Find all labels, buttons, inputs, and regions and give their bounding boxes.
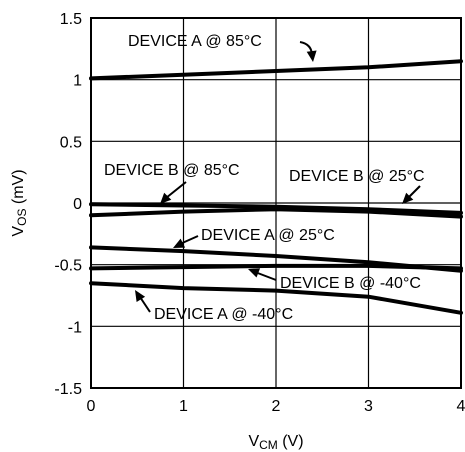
annotations: DEVICE A @ 85°C DEVICE B @ 85°C DEVICE B @… xyxy=(104,33,425,323)
x-axis-main: V xyxy=(248,433,259,450)
annotation-arrow-head xyxy=(135,290,146,302)
annotation-label-6: DEVICE A @ -40°C xyxy=(154,306,293,323)
y-tick-label: 1 xyxy=(73,73,82,90)
annotation-arrow-line xyxy=(254,271,277,281)
annotation-arrows xyxy=(135,41,421,313)
series-line-6 xyxy=(89,281,463,315)
grid-lines xyxy=(91,18,461,388)
annotation-arrow-line xyxy=(165,181,187,199)
x-tick-label: 3 xyxy=(364,398,373,415)
y-tick-label: 1.5 xyxy=(60,11,82,28)
x-axis-unit: (V) xyxy=(278,433,304,450)
annotation-arrow-head xyxy=(248,268,261,278)
series-line-5 xyxy=(89,263,463,271)
annotation-label-3: DEVICE B @ 25°C xyxy=(289,168,425,185)
y-tick-label: 0 xyxy=(73,196,82,213)
y-axis-main: V xyxy=(10,226,27,237)
annotation-arrow-head xyxy=(160,192,172,204)
annotation-arrow-line xyxy=(179,235,199,245)
annotation-arrow-line xyxy=(139,296,151,313)
y-axis-unit: (mV) xyxy=(10,169,27,208)
x-axis-subscript: CM xyxy=(259,438,278,452)
x-tick-label: 2 xyxy=(272,398,281,415)
annotation-label-4: DEVICE A @ 25°C xyxy=(201,227,335,244)
annotation-label-5: DEVICE B @ -40°C xyxy=(280,275,421,292)
y-tick-label: -1 xyxy=(68,319,82,336)
series-line-3 xyxy=(89,207,463,219)
series-line-2 xyxy=(89,202,463,215)
annotation-arrow-head xyxy=(306,50,317,62)
annotation-label-1: DEVICE A @ 85°C xyxy=(128,33,262,50)
x-axis-title: VCM (V) xyxy=(248,433,303,452)
x-tick-label: 1 xyxy=(179,398,188,415)
y-tick-label: -1.5 xyxy=(54,381,82,398)
y-tick-label: -0.5 xyxy=(54,258,82,275)
annotation-arrow-line xyxy=(407,185,421,199)
annotation-arrow-head xyxy=(402,192,414,204)
y-tick-labels: 1.5 1 0.5 0 -0.5 -1 -1.5 xyxy=(54,11,82,398)
x-tick-label: 0 xyxy=(87,398,96,415)
series-line-1 xyxy=(89,59,463,81)
series-lines xyxy=(89,59,463,315)
y-tick-label: 0.5 xyxy=(60,134,82,151)
y-axis-subscript: OS xyxy=(15,209,29,226)
x-tick-labels: 0 1 2 3 4 xyxy=(87,398,465,415)
annotation-label-2: DEVICE B @ 85°C xyxy=(104,162,240,179)
annotation-arrow-head xyxy=(173,238,186,248)
x-tick-label: 4 xyxy=(457,398,465,415)
y-axis-title: VOS (mV) xyxy=(10,169,29,236)
